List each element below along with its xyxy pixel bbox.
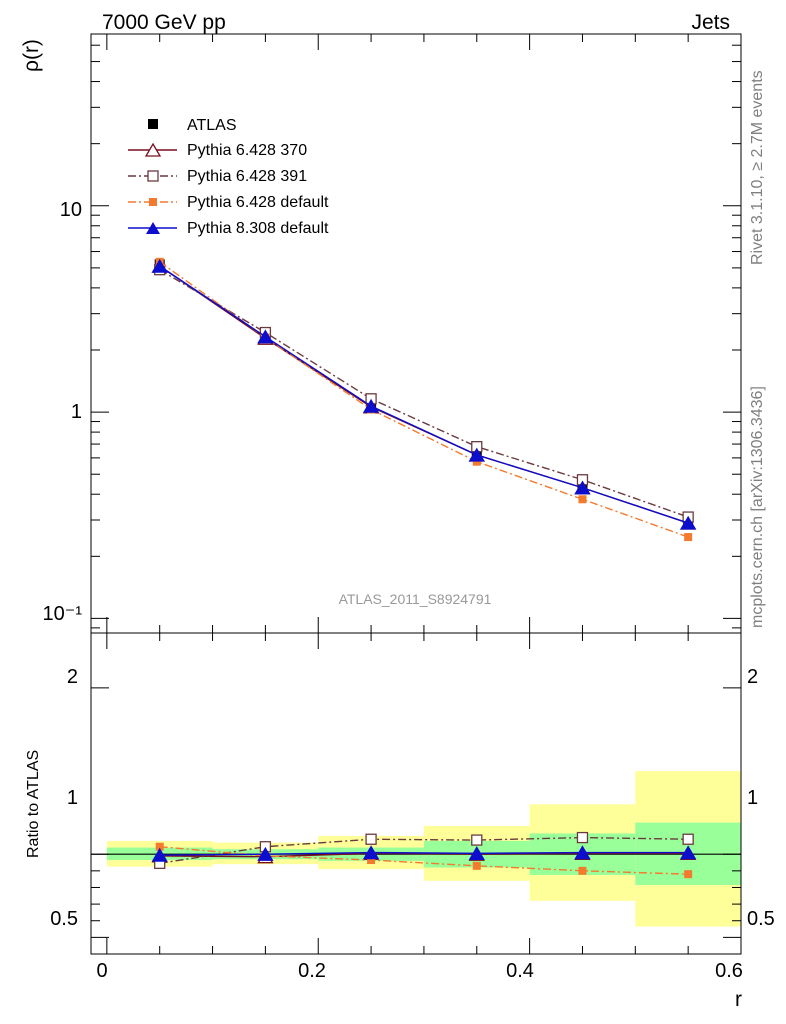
data-point: [680, 515, 697, 530]
analysis-watermark: ATLAS_2011_S8924791: [339, 591, 492, 607]
ratio-plot-panel: 2 1 0.5 2 1 0.5 0 0.2 0.4 0.6: [50, 632, 775, 982]
ratio-y-tick-label: 0.5: [50, 908, 78, 930]
data-point: [578, 866, 587, 875]
legend-label: Pythia 8.308 default: [187, 220, 329, 237]
ratio-y-tick-label-right: 1: [747, 787, 758, 809]
series-line: [159, 851, 689, 856]
rivet-version-label: Rivet 3.1.10, ≥ 2.7M events: [749, 70, 766, 265]
header-right: Jets: [691, 11, 730, 34]
data-point: [578, 495, 587, 504]
series-line: [159, 265, 689, 524]
ratio-y-tick-label: 1: [67, 787, 78, 809]
data-point: [471, 834, 483, 846]
legend-label: Pythia 6.428 391: [187, 168, 307, 185]
ratio-y-tick-label-right: 2: [747, 666, 758, 688]
ratio-plot-frame: [90, 632, 742, 955]
legend-item: Pythia 6.428 default: [128, 194, 329, 211]
legend-item: ATLAS: [148, 117, 237, 134]
series-pythia-6-428-default: [155, 257, 693, 542]
data-point: [151, 847, 168, 862]
data-point: [257, 329, 274, 344]
legend: ATLAS Pythia 6.428 370 Pythia 6.428 391 …: [128, 117, 329, 237]
legend-item: Pythia 6.428 391: [128, 168, 307, 185]
series-pythia-8-308-default: [151, 258, 697, 530]
x-tick-label: 0: [96, 960, 107, 982]
data-point: [684, 533, 693, 542]
data-point: [151, 258, 168, 273]
data-point: [574, 480, 591, 495]
data-point: [680, 845, 697, 860]
ratio-y-tick-label-right: 0.5: [747, 908, 775, 930]
legend-marker: [144, 142, 162, 157]
data-point: [468, 846, 485, 861]
x-tick-label: 0.6: [715, 960, 743, 982]
data-point: [362, 845, 380, 860]
main-y-tick-label: 10⁻¹: [43, 603, 83, 625]
legend-label: Pythia 6.428 370: [187, 142, 307, 159]
legend-marker: [147, 170, 159, 182]
ratio-y-axis-title: Ratio to ATLAS: [25, 750, 42, 858]
main-y-tick-label: 1: [71, 401, 82, 423]
main-plot-panel: 10 1 10⁻¹: [43, 33, 742, 634]
data-point: [365, 833, 377, 845]
data-point: [574, 845, 591, 860]
series-line: [159, 261, 689, 538]
data-point: [472, 861, 481, 870]
legend-label: ATLAS: [187, 117, 237, 134]
main-axis-ticks: [91, 34, 742, 633]
x-axis-title: r: [735, 988, 742, 1011]
main-y-tick-label: 10: [60, 199, 82, 221]
data-point: [576, 831, 589, 844]
ratio-series-group: [151, 831, 697, 879]
series-line: [159, 269, 689, 518]
series-pythia-6-428-391: [154, 264, 694, 523]
main-y-axis-title: ρ(r): [20, 39, 43, 72]
data-point: [684, 870, 693, 879]
series-pythia-6-428-370: [151, 258, 697, 530]
legend-marker: [148, 119, 158, 129]
data-point: [682, 833, 694, 845]
legend-item: Pythia 8.308 default: [128, 220, 329, 237]
series-line: [159, 265, 689, 524]
header-left: 7000 GeV pp: [102, 11, 226, 34]
ratio-y-tick-label: 2: [67, 666, 78, 688]
data-point: [155, 842, 164, 851]
x-tick-label: 0.2: [298, 960, 326, 982]
data-point: [472, 457, 481, 466]
legend-item: Pythia 6.428 370: [128, 142, 307, 159]
ratio-series-pythia-6-428-391: [154, 831, 694, 870]
data-point: [362, 398, 380, 413]
data-point: [367, 856, 376, 865]
legend-label: Pythia 6.428 default: [187, 194, 329, 211]
ratio-uncertainty-bands: [106, 771, 741, 927]
mcplots-label: mcplots.cern.ch [arXiv:1306.3436]: [749, 386, 766, 628]
legend-marker: [146, 222, 160, 234]
series-atlas: [154, 259, 694, 529]
x-tick-label: 0.4: [506, 960, 534, 982]
main-series-group: [151, 257, 697, 542]
ratio-series-pythia-8-308-default: [151, 845, 697, 862]
data-point: [468, 447, 485, 462]
data-point: [257, 846, 274, 861]
series-line: [159, 852, 689, 858]
legend-marker: [149, 198, 157, 206]
